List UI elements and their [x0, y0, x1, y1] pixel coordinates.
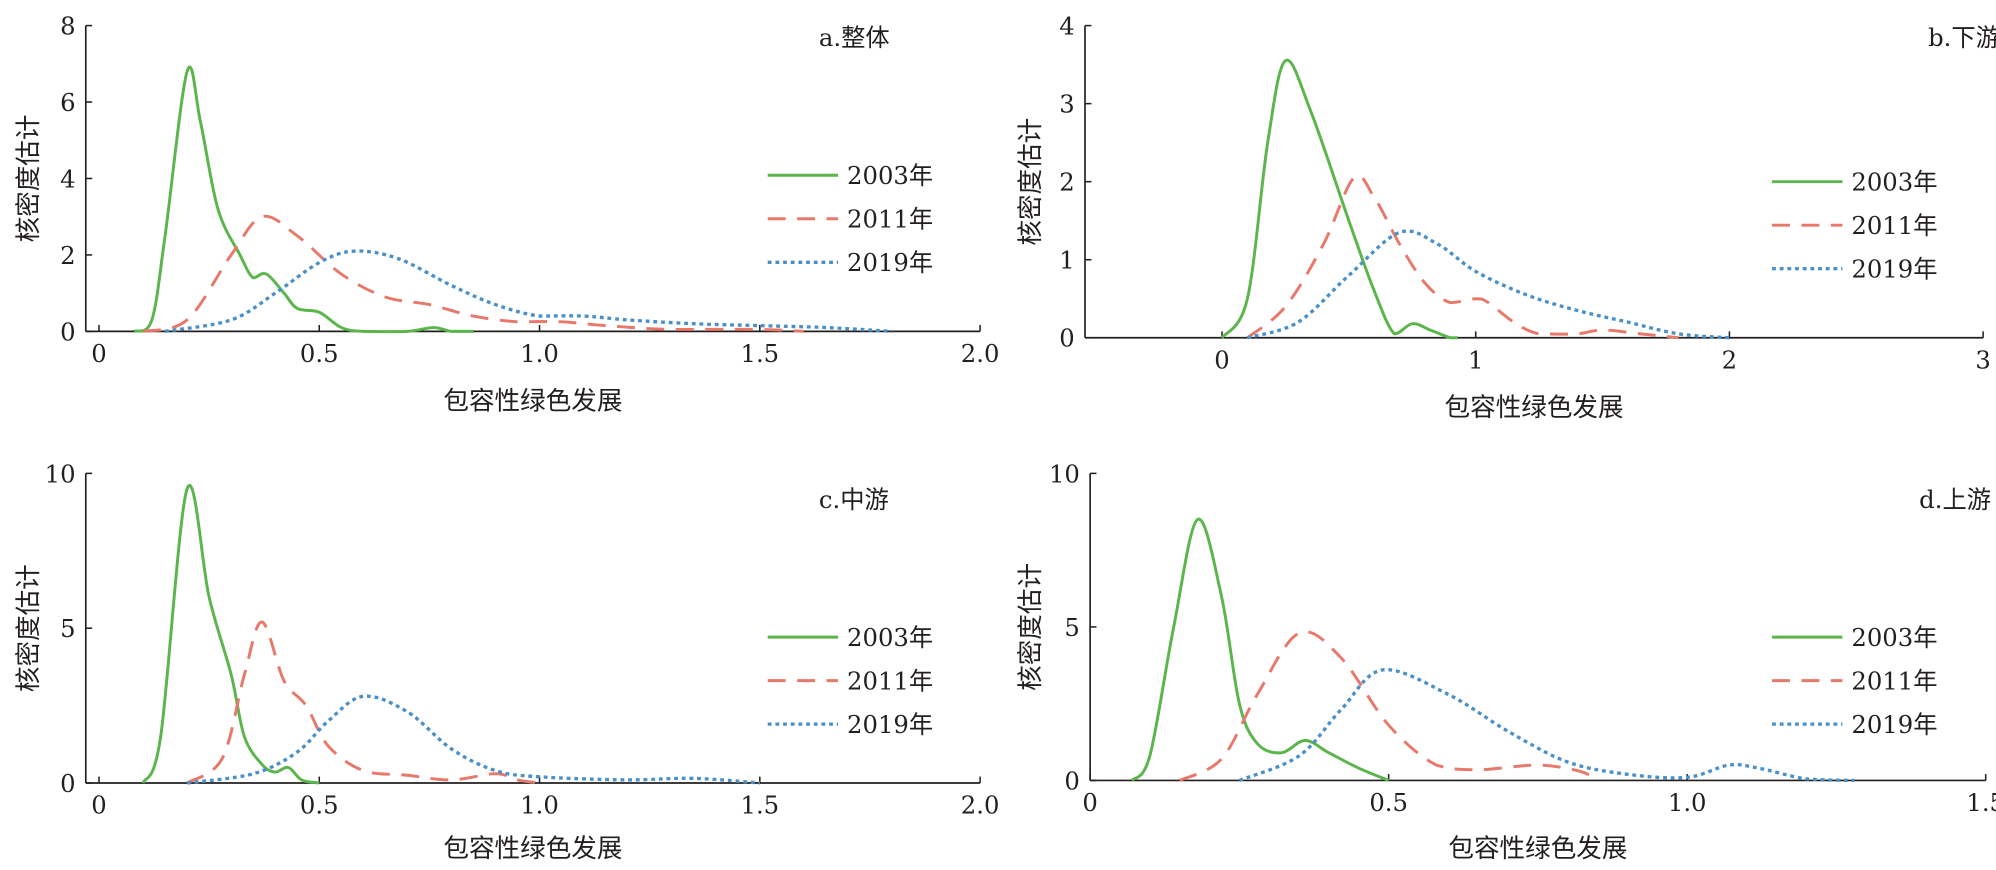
series-line-2011: [142, 214, 804, 333]
series-line-2003: [141, 484, 320, 785]
series-line-2019: [164, 249, 893, 334]
y-axis-label: 核密度估计: [1016, 563, 1046, 691]
x-tick-label: 1.0: [1668, 788, 1707, 817]
x-tick-label: 1: [1468, 345, 1483, 374]
y-axis-label: 核密度估计: [1016, 118, 1046, 246]
legend-label: 2011年: [1851, 667, 1937, 696]
x-tick-label: 2: [1722, 345, 1737, 374]
x-tick-label: 1.0: [520, 339, 559, 368]
x-tick-label: 1.5: [740, 791, 779, 820]
y-axis-label: 核密度估计: [14, 564, 44, 692]
y-tick-label: 2: [1059, 168, 1074, 197]
x-axis-label: 包容性绿色发展: [443, 834, 622, 864]
y-tick-label: 2: [60, 241, 75, 270]
x-tick-label: 0: [1082, 788, 1097, 817]
legend-label: 2003年: [1851, 623, 1937, 652]
y-tick-label: 8: [60, 12, 75, 41]
x-tick-label: 1.5: [740, 339, 779, 368]
legend-label: 2019年: [847, 248, 933, 277]
series-line-2003: [133, 65, 474, 334]
y-tick-label: 4: [1059, 12, 1074, 41]
y-tick-label: 0: [1059, 324, 1074, 353]
x-tick-label: 0: [91, 791, 106, 820]
legend-label: 2003年: [847, 623, 933, 652]
y-tick-label: 4: [60, 164, 75, 193]
x-tick-label: 1.0: [520, 791, 559, 820]
legend-label: 2019年: [847, 710, 933, 739]
y-tick-label: 5: [60, 614, 75, 643]
panel-title: b.下游: [1928, 23, 1996, 52]
legend-label: 2011年: [847, 205, 933, 234]
series-line-2003: [1130, 517, 1390, 782]
x-tick-label: 0.5: [1369, 788, 1408, 817]
legend-label: 2011年: [1851, 211, 1937, 240]
y-tick-label: 1: [1059, 246, 1074, 275]
legend-label: 2003年: [847, 161, 933, 190]
y-axis-label: 核密度估计: [14, 115, 44, 243]
x-tick-label: 3: [1975, 345, 1990, 374]
y-tick-label: 6: [60, 88, 75, 117]
x-tick-label: 0.5: [300, 791, 339, 820]
legend-label: 2019年: [1851, 710, 1937, 739]
series-line-2019: [1238, 668, 1855, 783]
y-tick-label: 10: [45, 459, 76, 488]
x-tick-label: 0: [1214, 345, 1229, 374]
panel-title: a.整体: [819, 23, 890, 52]
legend-label: 2003年: [1851, 168, 1937, 197]
y-tick-label: 5: [1064, 613, 1079, 642]
x-axis-label: 包容性绿色发展: [1448, 834, 1627, 864]
legend-label: 2019年: [1851, 255, 1937, 284]
x-tick-label: 1.5: [1966, 788, 1996, 817]
series-line-2019: [1246, 229, 1730, 340]
y-tick-label: 0: [60, 769, 75, 798]
series-line-2011: [1246, 174, 1679, 340]
x-axis-label: 包容性绿色发展: [1445, 393, 1624, 423]
series-line-2003: [1220, 58, 1458, 340]
x-axis-label: 包容性绿色发展: [443, 386, 622, 416]
x-tick-label: 0: [91, 339, 106, 368]
series-line-2019: [186, 694, 760, 785]
panel-title: d.上游: [1919, 485, 1991, 514]
panel-title: c.中游: [819, 485, 889, 514]
y-tick-label: 10: [1049, 459, 1080, 488]
x-tick-label: 0.5: [300, 339, 339, 368]
x-tick-label: 2.0: [961, 791, 1000, 820]
x-tick-label: 2.0: [961, 339, 1000, 368]
series-line-2011: [1179, 630, 1599, 782]
y-tick-label: 3: [1059, 90, 1074, 119]
y-tick-label: 0: [60, 317, 75, 346]
y-tick-label: 0: [1064, 766, 1079, 795]
legend-label: 2011年: [847, 667, 933, 696]
series-line-2011: [186, 620, 540, 785]
